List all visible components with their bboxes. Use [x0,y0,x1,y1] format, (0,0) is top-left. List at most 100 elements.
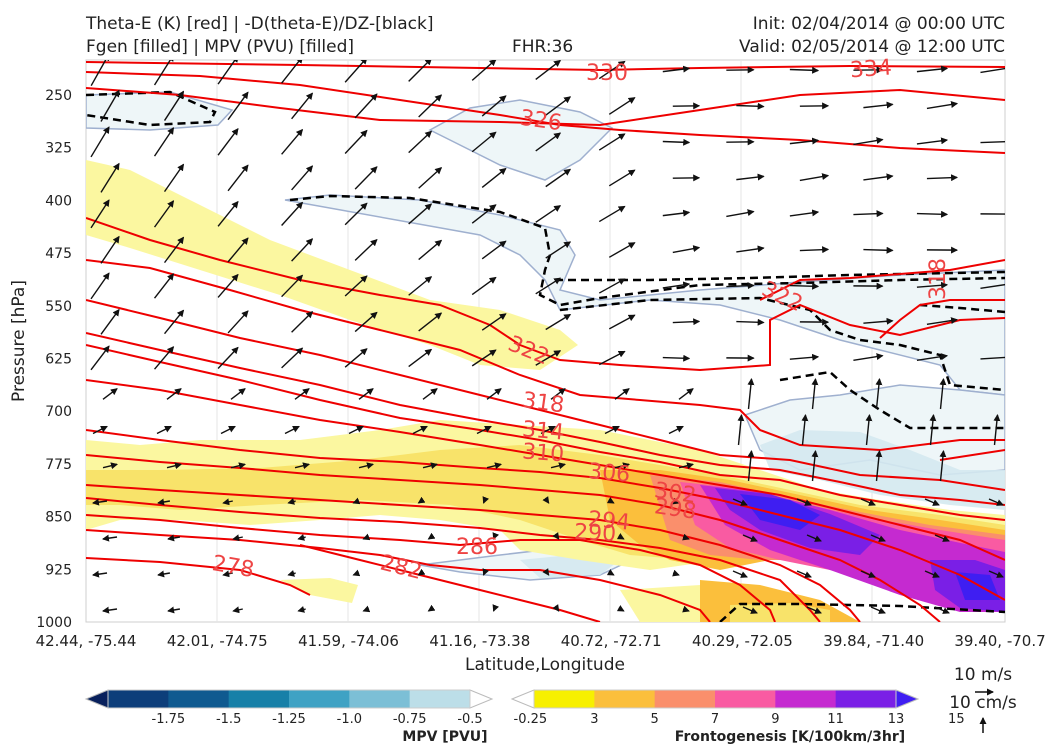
wind-vector [789,209,820,217]
y-tick-label: 625 [45,352,72,368]
wind-vector [291,311,314,333]
wind-vector [939,378,947,410]
wind-vector [166,462,182,470]
colorbar-segment [775,690,837,708]
wind-vector [418,167,443,189]
label-290: 290 [573,520,616,547]
wind-vector [926,317,959,326]
wind-vector [799,246,830,254]
wind-vector [281,201,304,226]
y-tick-label: 700 [45,404,72,420]
wind-vector [102,606,118,614]
y-tick-label: 775 [45,457,72,473]
wind-vector [811,450,819,482]
wind-vector [408,276,433,296]
wind-vector [672,497,680,505]
y-tick-label: 850 [45,510,72,526]
wind-vector [100,162,120,193]
wind-vector [806,606,822,614]
wind-vector [352,569,361,577]
wind-vector [993,414,1001,446]
wind-vector [598,205,626,223]
wind-vector [608,169,636,187]
wind-vector [344,202,368,226]
wind-vector [167,606,181,614]
wind-vector [732,570,748,578]
label-326: 326 [518,106,563,137]
wind-vector [166,388,182,400]
wind-vector [535,60,562,81]
wind-vector [535,205,562,223]
wind-vector [100,235,120,264]
wind-vector [736,245,765,253]
wind-vector [606,497,615,504]
wind-vector [281,60,304,84]
wind-vector [811,378,819,410]
colorbar-label: 11 [827,712,844,727]
label-318a: 318 [521,388,566,419]
wind-vector [217,346,239,369]
wind-vector [418,94,443,118]
wind-vector [545,241,572,259]
wind-vector [736,102,765,110]
wind-vector [220,425,236,435]
wind-vector [682,533,690,541]
wind-vector [552,532,560,540]
wind-vector [157,498,171,506]
colorbar-segment [108,690,169,708]
wind-vector [916,137,949,145]
wind-vector [662,65,691,73]
wind-vector [789,282,820,290]
forecast-hour: FHR:36 [512,37,574,57]
wind-vector [662,138,691,146]
wind-vector [217,127,239,156]
wind-vector [939,450,947,482]
wind-vector [616,533,625,540]
wind-vector [412,425,428,435]
wind-vector [481,240,507,260]
colorbar-cap [84,689,109,709]
wind-vector [227,310,249,334]
colorbar-segment [594,690,656,708]
wind-vector [875,378,883,410]
wind-vector [492,532,500,540]
wind-vector [163,90,185,121]
wind-vector [418,312,443,332]
wind-vector [726,209,755,218]
wind-vector [153,127,175,157]
wind-vector [934,606,950,614]
wind-vector [90,272,110,300]
x-axis-title: Latitude,Longitude [465,655,625,675]
wind-vector [988,570,1004,578]
label-302: 302 [653,478,698,509]
wind-vector [789,353,820,361]
wind-vector [875,450,883,482]
wind-vector [481,95,507,117]
wind-vector [471,349,497,367]
wind-vector [726,282,755,290]
mpv-colorbar-title: MPV [PVU] [402,729,487,745]
wind-vector [354,93,378,119]
wind-vector [863,317,894,325]
label-298: 298 [653,494,698,525]
wind-vector [799,173,830,182]
dthetae-dz-contours [86,90,1005,622]
wind-vector [358,388,374,400]
wind-vector [427,604,436,612]
wind-vector [294,462,310,470]
wind-vector [92,425,108,435]
wind-vector [102,534,118,542]
colorbar-label: 3 [590,712,598,727]
wind-vector [540,425,556,435]
wind-vector [796,570,812,578]
wind-vector [614,462,630,470]
wind-vector [217,200,239,227]
wind-vector [92,570,108,578]
colorbar-label: -1.25 [272,712,306,727]
wind-vector [742,606,758,614]
wind-vector [535,132,562,152]
wind-vector [801,414,809,446]
wind-vector [980,67,1005,74]
wind-vector [916,210,949,218]
wind-vector [352,497,361,505]
